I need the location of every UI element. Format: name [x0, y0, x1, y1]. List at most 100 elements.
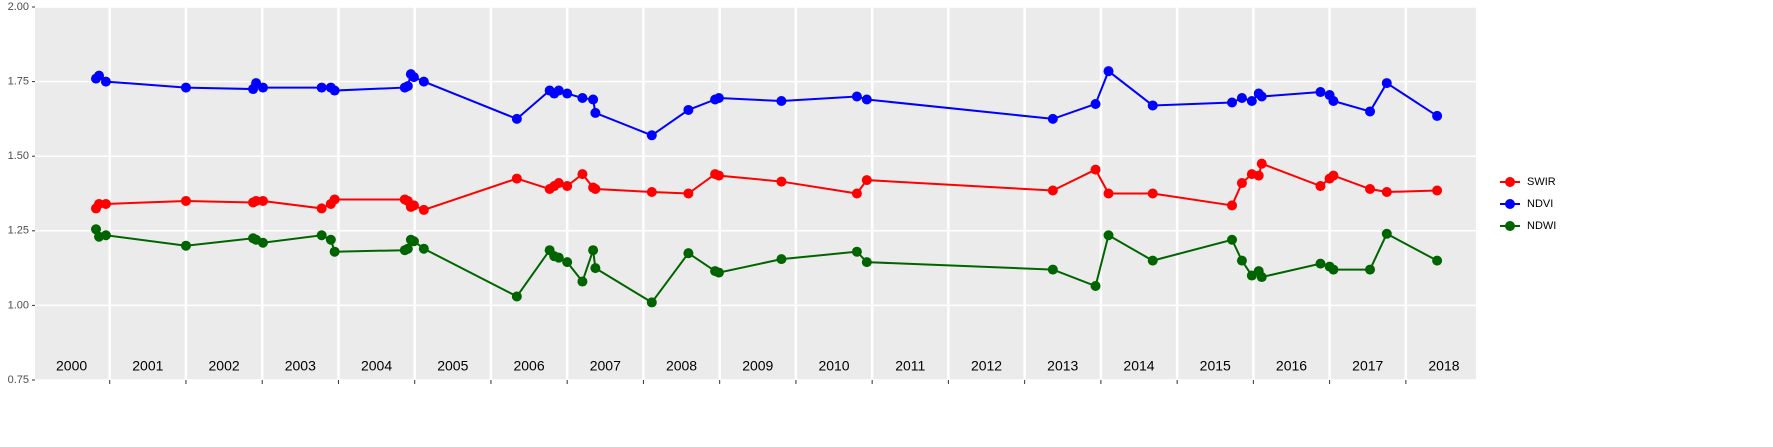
- data-point: [1315, 181, 1326, 192]
- data-point: [562, 257, 573, 268]
- x-tick-label: 2013: [1047, 358, 1078, 374]
- data-point: [562, 181, 573, 192]
- data-point: [1253, 170, 1264, 181]
- data-point: [590, 184, 601, 195]
- data-point: [1432, 185, 1443, 196]
- data-point: [418, 243, 429, 254]
- data-point: [511, 173, 522, 184]
- data-point: [402, 81, 413, 92]
- x-tick-label: 2004: [361, 358, 392, 374]
- data-point: [776, 254, 787, 265]
- data-point: [1236, 178, 1247, 189]
- data-point: [1236, 255, 1247, 266]
- legend-label: SWIR: [1527, 176, 1556, 188]
- x-tick-label: 2003: [285, 358, 316, 374]
- x-tick-label: 2008: [666, 358, 697, 374]
- data-point: [1147, 188, 1158, 199]
- data-point: [683, 104, 694, 115]
- x-tick-label: 2000: [56, 358, 87, 374]
- data-point: [1381, 228, 1392, 239]
- data-point: [861, 94, 872, 105]
- x-tick-label: 2009: [742, 358, 773, 374]
- x-tick-label: 2016: [1276, 358, 1307, 374]
- data-point: [861, 175, 872, 186]
- y-tick-label: 0.75: [8, 374, 29, 386]
- x-tick-label: 2005: [437, 358, 468, 374]
- data-point: [577, 93, 588, 104]
- data-point: [418, 76, 429, 87]
- data-point: [1090, 98, 1101, 109]
- data-point: [1365, 106, 1376, 117]
- data-point: [94, 70, 105, 81]
- data-point: [776, 176, 787, 187]
- x-tick-label: 2006: [513, 358, 544, 374]
- data-point: [316, 203, 327, 214]
- data-point: [1047, 113, 1058, 124]
- data-point: [1432, 110, 1443, 121]
- data-point: [1147, 100, 1158, 111]
- data-point: [316, 230, 327, 241]
- x-tick-label: 2002: [209, 358, 240, 374]
- data-point: [1246, 95, 1257, 106]
- x-tick-label: 2001: [132, 358, 163, 374]
- data-point: [1315, 87, 1326, 98]
- data-point: [1365, 184, 1376, 195]
- y-tick-label: 1.75: [8, 76, 29, 88]
- data-point: [646, 297, 657, 308]
- data-point: [851, 91, 862, 102]
- data-point: [251, 195, 262, 206]
- data-point: [1227, 234, 1238, 245]
- data-point: [316, 82, 327, 93]
- x-tick-label: 2010: [818, 358, 849, 374]
- data-point: [646, 187, 657, 198]
- data-point: [590, 107, 601, 118]
- data-point: [180, 195, 191, 206]
- data-point: [257, 195, 268, 206]
- data-point: [683, 248, 694, 259]
- data-point: [1103, 230, 1114, 241]
- data-point: [553, 178, 564, 189]
- data-point: [1047, 264, 1058, 275]
- data-point: [1090, 281, 1101, 292]
- data-point: [1047, 185, 1058, 196]
- data-point: [402, 243, 413, 254]
- x-tick-label: 2018: [1428, 358, 1459, 374]
- data-point: [553, 252, 564, 263]
- plot-background: [35, 7, 1476, 380]
- data-point: [257, 82, 268, 93]
- data-point: [408, 236, 419, 247]
- data-point: [100, 198, 111, 209]
- legend-label: NDWI: [1527, 220, 1556, 232]
- data-point: [588, 94, 599, 105]
- x-tick-label: 2012: [971, 358, 1002, 374]
- data-point: [511, 291, 522, 302]
- data-point: [1381, 78, 1392, 89]
- data-point: [1256, 272, 1267, 283]
- data-point: [1315, 258, 1326, 269]
- data-point: [562, 88, 573, 99]
- data-point: [1381, 187, 1392, 198]
- data-point: [1256, 158, 1267, 169]
- legend-marker: [1505, 177, 1515, 187]
- data-point: [1103, 66, 1114, 77]
- data-point: [1328, 95, 1339, 106]
- data-point: [329, 194, 340, 205]
- data-point: [1227, 97, 1238, 108]
- x-tick-label: 2017: [1352, 358, 1383, 374]
- data-point: [100, 76, 111, 87]
- data-point: [329, 246, 340, 257]
- data-point: [1328, 170, 1339, 181]
- data-point: [577, 276, 588, 287]
- data-point: [713, 267, 724, 278]
- y-tick-label: 1.50: [8, 150, 29, 162]
- x-tick-label: 2011: [895, 358, 925, 374]
- data-point: [1147, 255, 1158, 266]
- legend-label: NDVI: [1527, 198, 1553, 210]
- data-point: [1236, 93, 1247, 104]
- legend-marker: [1505, 199, 1515, 209]
- x-tick-label: 2007: [590, 358, 621, 374]
- data-point: [511, 113, 522, 124]
- data-point: [776, 95, 787, 106]
